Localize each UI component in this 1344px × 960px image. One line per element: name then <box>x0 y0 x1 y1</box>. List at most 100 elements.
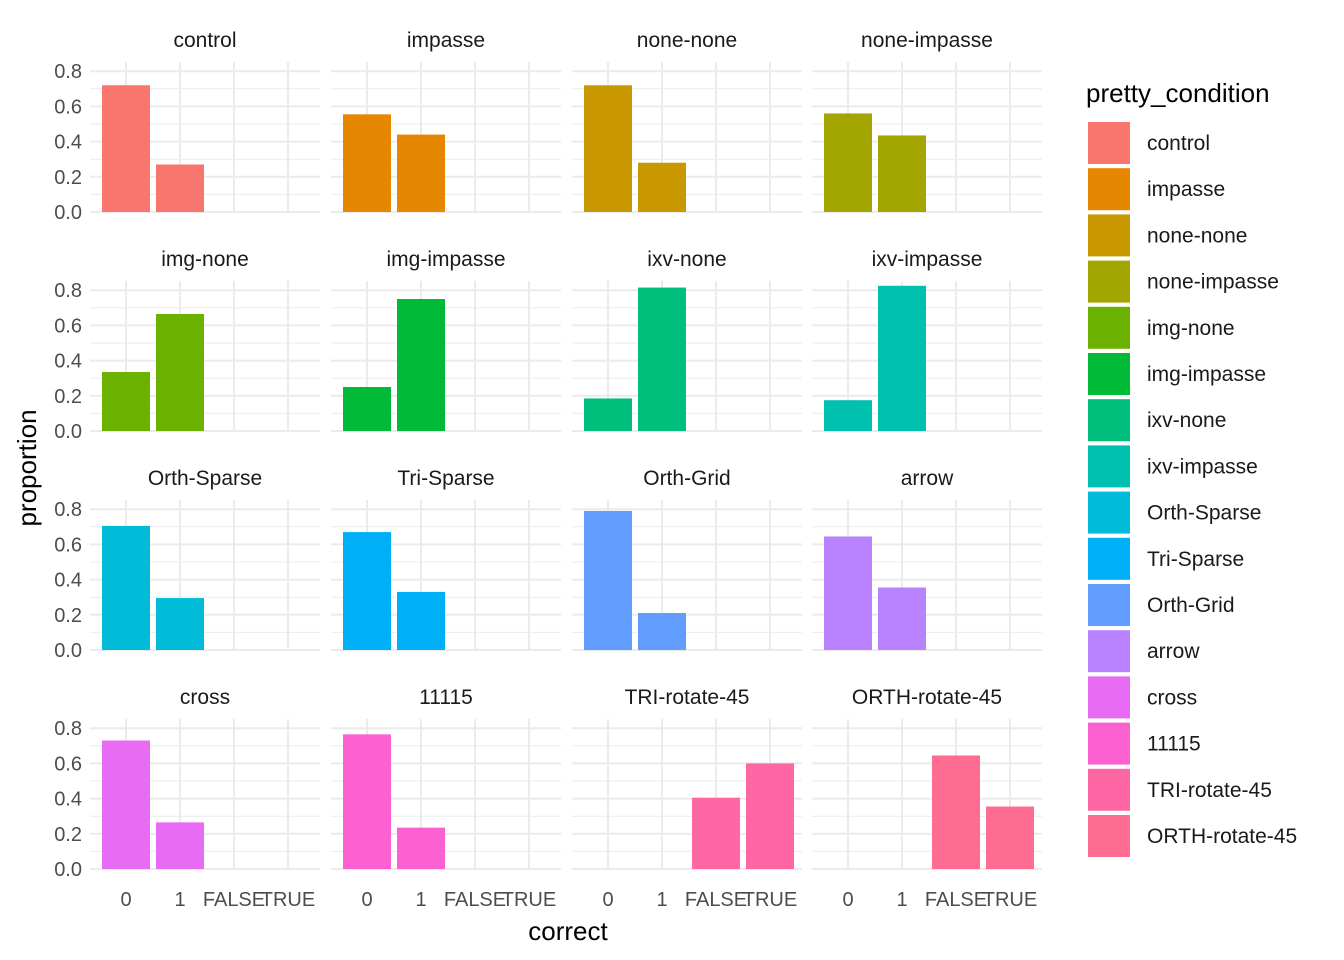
legend-item-ixv-impasse: ixv-impasse <box>1088 445 1258 488</box>
facet-panel-img-impasse: img-impasse <box>331 248 561 432</box>
facet-panel-orth-rotate-45: ORTH-rotate-45 <box>812 686 1042 870</box>
bar-img-none-0 <box>102 372 150 431</box>
facet-panel-ixv-none: ixv-none <box>572 248 802 432</box>
legend-key <box>1088 584 1130 626</box>
bar-impasse-0 <box>343 114 391 212</box>
facet-panels: control impasse none-none none-impasse img-n… <box>90 29 1042 870</box>
x-tick-label: 1 <box>174 889 185 911</box>
legend-key <box>1088 537 1130 580</box>
facet-panel-none-impasse: none-impasse <box>812 29 1042 213</box>
x-tick-label: TRUE <box>743 889 797 911</box>
bar-orth-sparse-0 <box>102 525 150 650</box>
legend-item-arrow: arrow <box>1088 630 1200 673</box>
legend-key <box>1088 445 1130 488</box>
y-tick-label: 0.4 <box>54 570 82 592</box>
facet-panel-arrow: arrow <box>812 467 1042 651</box>
legend-item-control: control <box>1088 122 1210 164</box>
y-tick-label: 0.0 <box>54 640 82 662</box>
facet-panel-impasse: impasse <box>331 29 561 213</box>
x-tick-label: 0 <box>361 889 372 911</box>
x-tick-label: FALSE <box>685 889 747 911</box>
x-tick-label: FALSE <box>203 889 265 911</box>
facet-strip-label: TRI-rotate-45 <box>625 686 750 709</box>
x-tick-label: TRUE <box>261 889 315 911</box>
y-tick-label: 0.6 <box>54 315 82 337</box>
facet-panel-ixv-impasse: ixv-impasse <box>812 248 1042 432</box>
bar-impasse-1 <box>397 134 445 212</box>
legend-label: Orth-Sparse <box>1147 502 1261 525</box>
legend-label: impasse <box>1147 178 1225 201</box>
bar-arrow-0 <box>824 536 872 650</box>
facet-panel-orth-sparse: Orth-Sparse <box>90 467 320 651</box>
facet-strip-label: Orth-Grid <box>643 467 731 490</box>
legend-key <box>1088 353 1130 395</box>
x-tick-label: FALSE <box>444 889 506 911</box>
y-tick-label: 0.4 <box>54 351 82 373</box>
bar-none-impasse-1 <box>878 135 926 212</box>
bar-ixv-none-0 <box>584 398 632 431</box>
legend-key <box>1088 815 1130 857</box>
facet-strip-label: arrow <box>901 467 954 490</box>
legend-item-11115: 11115 <box>1088 722 1201 765</box>
bar-orth-sparse-1 <box>156 598 204 650</box>
bar-cross-1 <box>156 822 204 869</box>
facet-panel-tri-rotate-45: TRI-rotate-45 <box>572 686 802 870</box>
facet-panel-11115: 11115 <box>331 686 561 870</box>
facet-strip-label: none-none <box>637 29 737 52</box>
bar-arrow-1 <box>878 587 926 650</box>
bar-orth-rotate-45-false <box>932 755 980 869</box>
x-tick-label: TRUE <box>983 889 1037 911</box>
x-tick-label: 0 <box>120 889 131 911</box>
legend-key <box>1088 676 1130 719</box>
facet-panel-orth-grid: Orth-Grid <box>572 467 802 651</box>
legend-label: TRI-rotate-45 <box>1147 779 1272 802</box>
legend-item-impasse: impasse <box>1088 168 1225 211</box>
legend-label: ORTH-rotate-45 <box>1147 825 1297 848</box>
legend-key <box>1088 214 1130 257</box>
legend-title: pretty_condition <box>1086 78 1270 108</box>
bar-tri-sparse-1 <box>397 591 445 650</box>
legend-label: cross <box>1147 686 1197 709</box>
legend-item-none-impasse: none-impasse <box>1088 260 1279 303</box>
legend-item-img-none: img-none <box>1088 306 1235 349</box>
x-tick-label: TRUE <box>502 889 556 911</box>
bar-orth-rotate-45-true <box>986 806 1034 869</box>
bar-ixv-impasse-0 <box>824 400 872 431</box>
bar-none-none-1 <box>638 162 686 212</box>
bar-img-none-1 <box>156 313 204 431</box>
y-tick-label: 0.0 <box>54 859 82 881</box>
x-tick-label: 0 <box>602 889 613 911</box>
legend-label: Orth-Grid <box>1147 594 1235 617</box>
legend-item-img-impasse: img-impasse <box>1088 353 1266 395</box>
legend-key <box>1088 260 1130 303</box>
legend-key <box>1088 122 1130 164</box>
y-tick-label: 0.0 <box>54 202 82 224</box>
legend-label: img-impasse <box>1147 363 1266 386</box>
legend-key <box>1088 768 1130 811</box>
legend-key <box>1088 306 1130 349</box>
x-tick-label: FALSE <box>925 889 987 911</box>
bar-img-impasse-1 <box>397 299 445 431</box>
facet-strip-label: Tri-Sparse <box>397 467 494 490</box>
y-tick-label: 0.6 <box>54 96 82 118</box>
bar-tri-rotate-45-true <box>746 763 794 869</box>
y-tick-label: 0.0 <box>54 421 82 443</box>
bar-11115-1 <box>397 827 445 869</box>
y-tick-label: 0.2 <box>54 167 82 189</box>
y-tick-label: 0.8 <box>54 61 82 83</box>
x-tick-label: 0 <box>842 889 853 911</box>
facet-panel-none-none: none-none <box>572 29 802 213</box>
bar-control-1 <box>156 164 204 212</box>
y-tick-label: 0.2 <box>54 824 82 846</box>
bar-none-none-0 <box>584 85 632 212</box>
y-tick-label: 0.2 <box>54 386 82 408</box>
legend-item-orth-sparse: Orth-Sparse <box>1088 491 1261 534</box>
bar-img-impasse-0 <box>343 387 391 431</box>
facet-strip-label: ixv-none <box>647 248 726 271</box>
facet-strip-label: img-none <box>161 248 249 271</box>
legend-label: control <box>1147 132 1210 155</box>
x-tick-label: 1 <box>896 889 907 911</box>
y-tick-label: 0.6 <box>54 753 82 775</box>
